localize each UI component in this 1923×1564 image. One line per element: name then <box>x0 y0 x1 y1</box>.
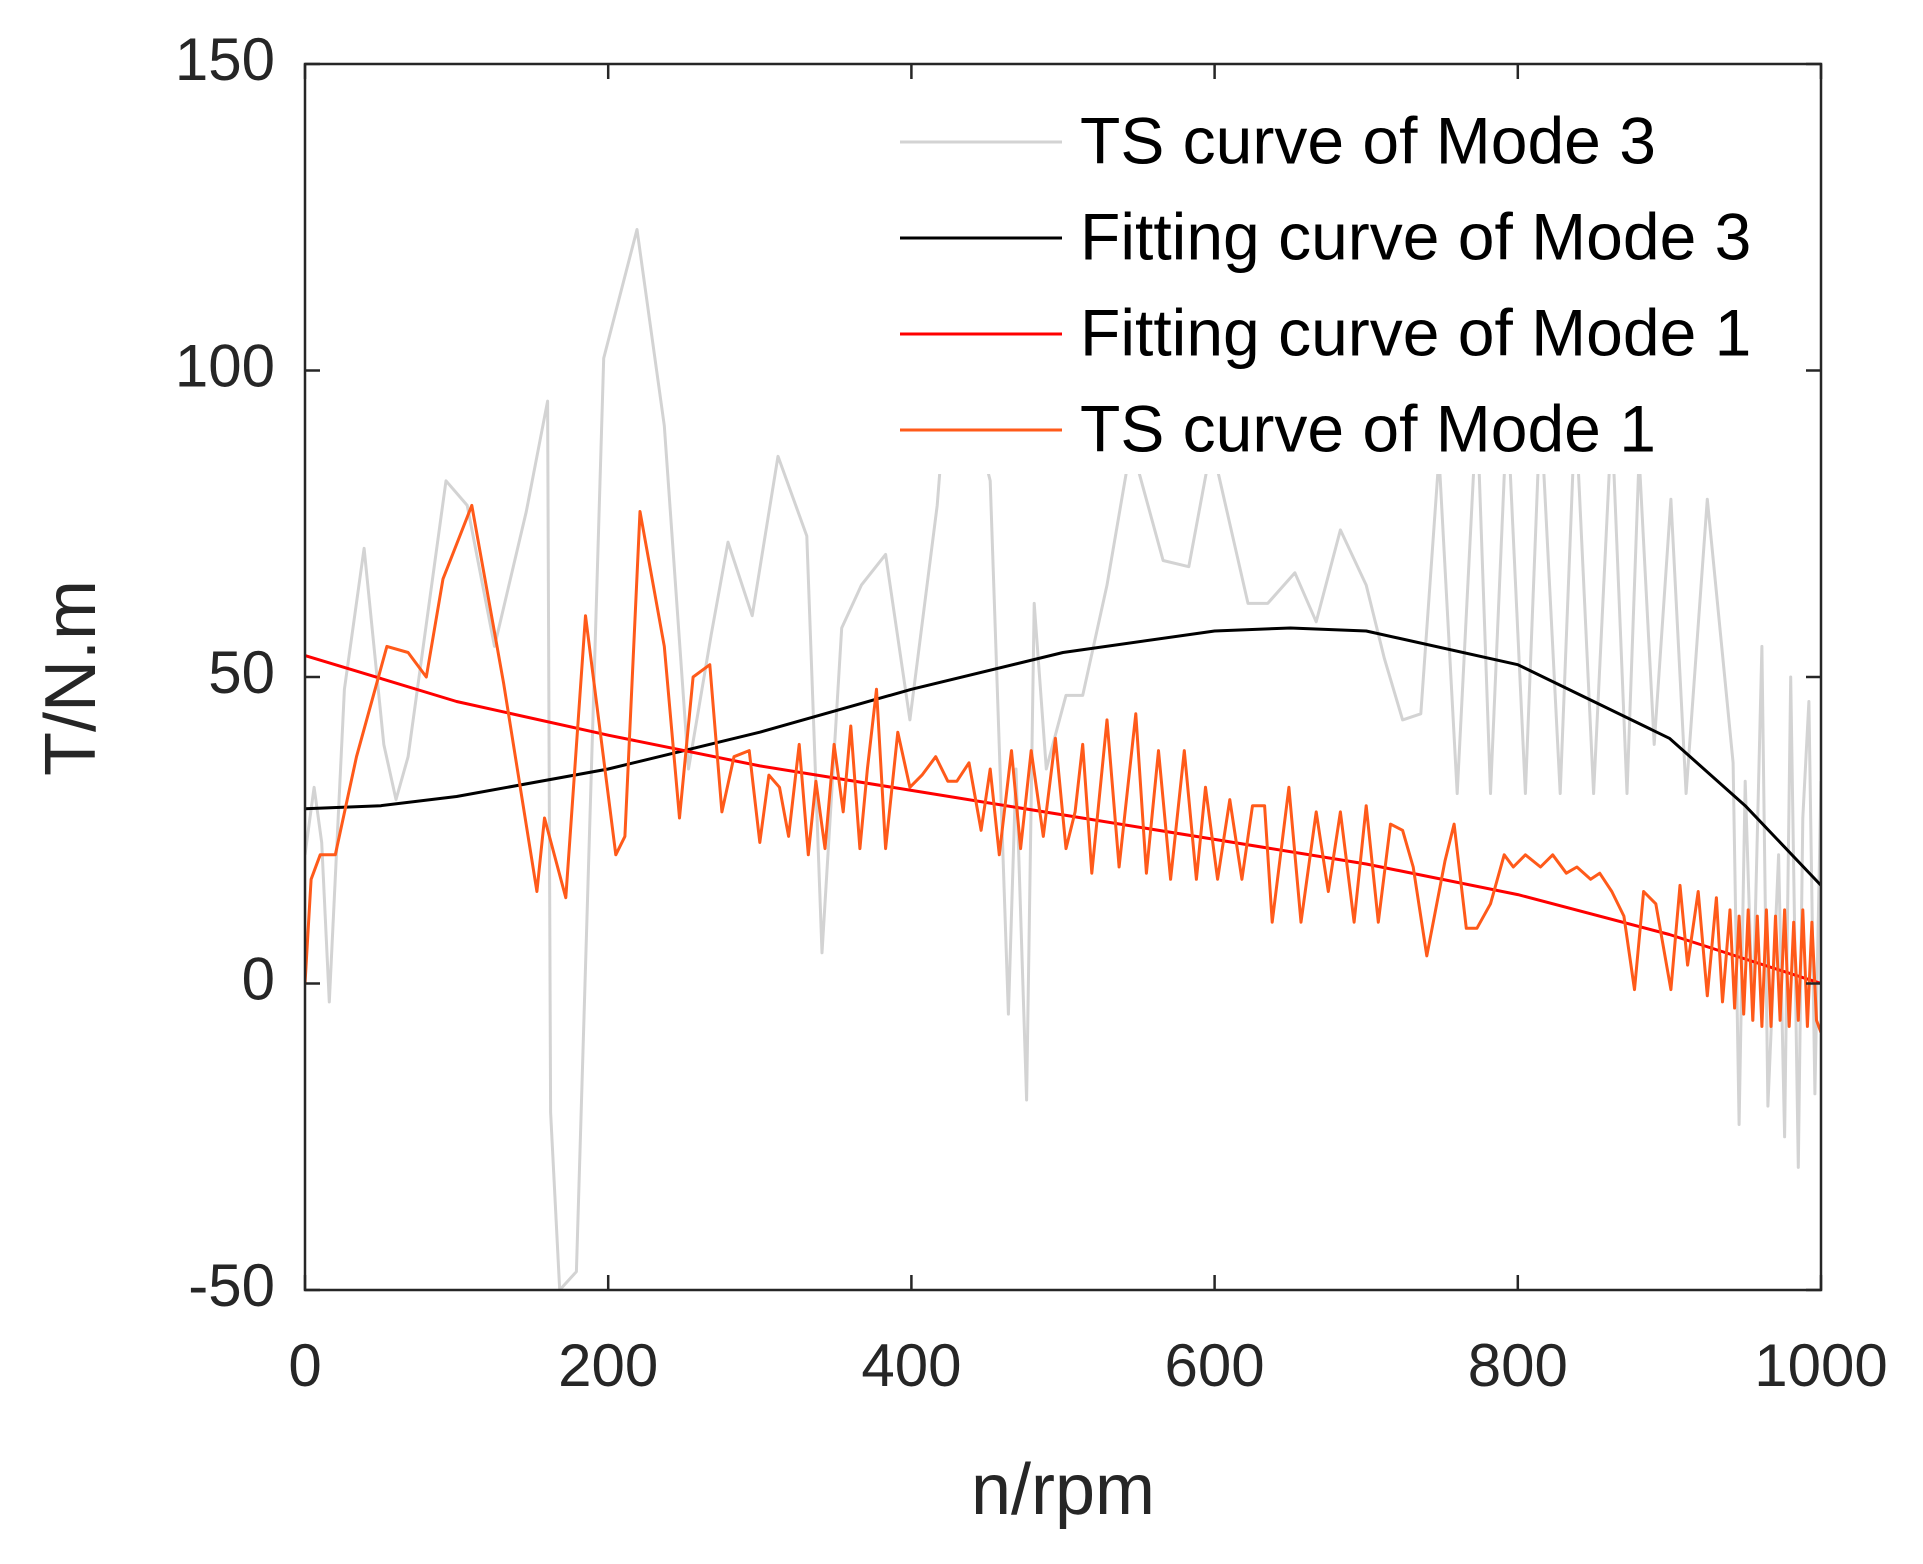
y-tick-label: 0 <box>242 945 275 1012</box>
series-layer <box>305 228 1821 1290</box>
x-tick-label: 400 <box>861 1332 961 1399</box>
y-tick-label: -50 <box>188 1252 275 1319</box>
x-tick-label: 1000 <box>1754 1332 1887 1399</box>
legend-label: Fitting curve of Mode 3 <box>1080 199 1751 273</box>
legend-box <box>880 92 1815 474</box>
x-tick-label: 200 <box>558 1332 658 1399</box>
series-line <box>305 626 1821 887</box>
x-tick-label: 600 <box>1165 1332 1265 1399</box>
legend-label: TS curve of Mode 1 <box>1080 391 1656 465</box>
legend-label: Fitting curve of Mode 1 <box>1080 295 1751 369</box>
y-axis-label: T/N.m <box>31 580 111 776</box>
series-line <box>305 228 1821 1290</box>
legend: TS curve of Mode 3 Fitting curve of Mode … <box>880 92 1815 474</box>
y-tick-label: 100 <box>175 332 275 399</box>
series-line <box>305 503 1821 1034</box>
y-tick-label: 50 <box>208 639 275 706</box>
x-tick-label: 0 <box>288 1332 321 1399</box>
series-line <box>305 654 1821 985</box>
y-tick-label: 150 <box>175 26 275 93</box>
x-tick-label: 800 <box>1468 1332 1568 1399</box>
legend-label: TS curve of Mode 3 <box>1080 103 1656 177</box>
x-axis-label: n/rpm <box>971 1450 1155 1530</box>
